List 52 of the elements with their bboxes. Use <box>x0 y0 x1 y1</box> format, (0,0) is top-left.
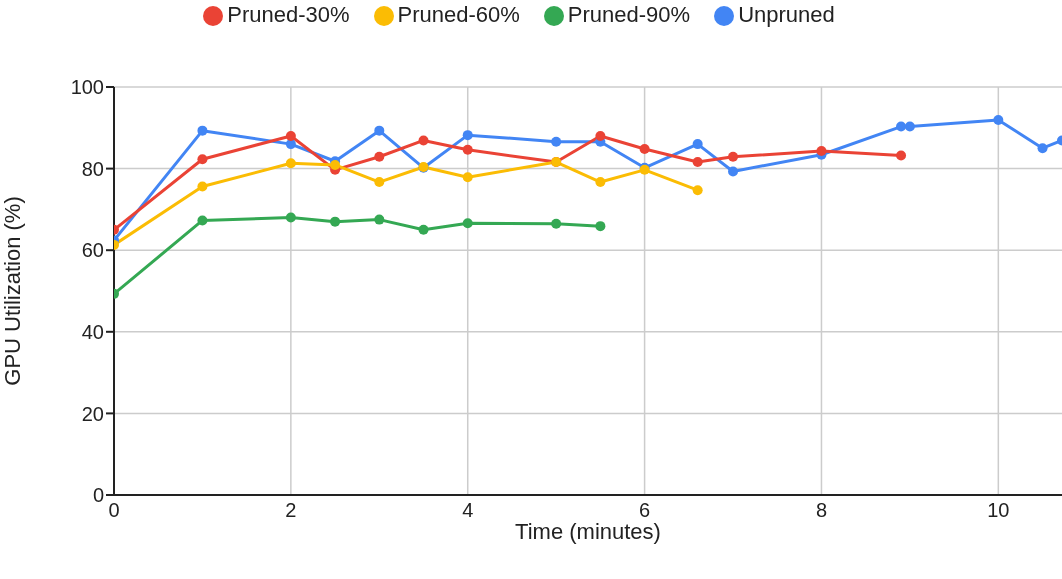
y-tick-label: 100 <box>70 76 104 99</box>
y-tick-label: 60 <box>81 239 104 262</box>
point <box>374 177 385 188</box>
point <box>285 130 296 141</box>
x-tick-label: 2 <box>285 499 297 522</box>
point <box>595 130 606 141</box>
point <box>197 215 208 226</box>
x-tick-label: 4 <box>462 499 474 522</box>
point <box>197 181 208 192</box>
point <box>330 216 341 227</box>
point <box>896 150 907 161</box>
point <box>462 130 473 141</box>
point <box>728 151 739 162</box>
x-tick-label: 6 <box>639 499 651 522</box>
point <box>639 144 650 155</box>
x-tick-label: 8 <box>815 499 828 522</box>
point <box>551 218 562 229</box>
point <box>462 144 473 155</box>
point <box>285 158 296 169</box>
point <box>374 214 385 225</box>
point <box>418 224 429 235</box>
point <box>197 125 208 136</box>
y-tick-label: 20 <box>81 402 104 425</box>
point <box>462 172 473 183</box>
x-tick-label: 10 <box>987 499 1010 522</box>
point <box>692 139 703 150</box>
point <box>692 157 703 168</box>
legend-label: Pruned-60% <box>397 2 520 27</box>
x-axis-title: Time (minutes) <box>515 519 661 544</box>
point <box>418 135 429 146</box>
legend-label: Unpruned <box>738 2 835 27</box>
point <box>462 218 473 229</box>
point <box>993 115 1004 126</box>
point <box>197 154 208 165</box>
point <box>896 121 907 132</box>
y-tick-label: 80 <box>81 157 104 180</box>
point <box>285 212 296 223</box>
point <box>692 185 703 196</box>
point <box>374 151 385 162</box>
y-axis-title: GPU Utilization (%) <box>0 196 25 386</box>
point <box>728 166 739 177</box>
point <box>904 121 915 132</box>
point <box>595 221 606 232</box>
legend-label: Pruned-90% <box>567 2 691 27</box>
point <box>374 125 385 136</box>
point <box>595 177 606 188</box>
point <box>551 136 562 147</box>
y-tick-label: 40 <box>81 320 104 343</box>
y-tick-label: 0 <box>92 484 104 507</box>
point <box>1037 143 1048 154</box>
legend-label: Pruned-30% <box>227 2 350 27</box>
x-tick-label: 0 <box>108 499 120 522</box>
